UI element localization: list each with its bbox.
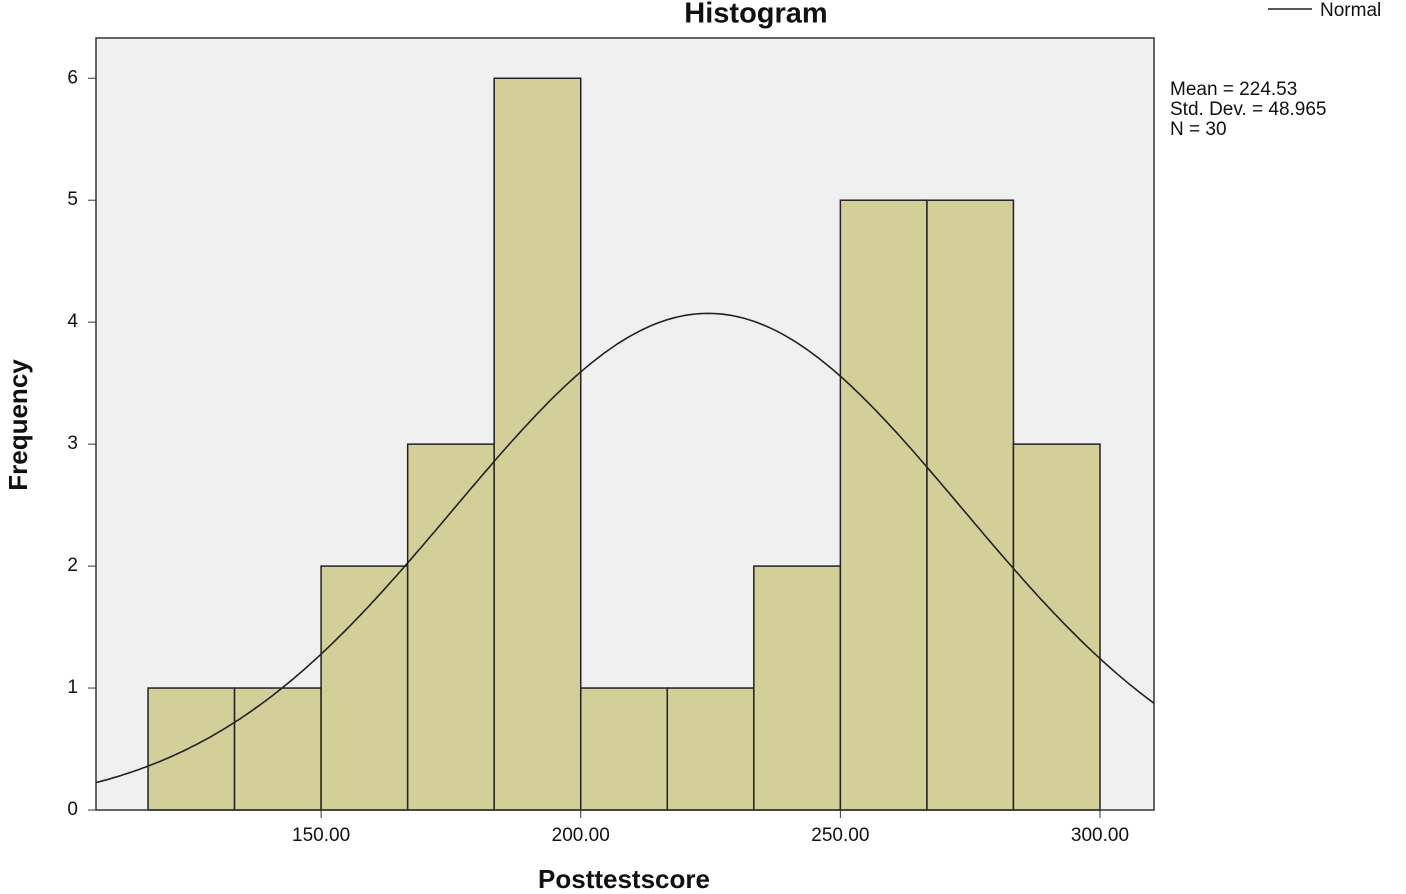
y-tick-label: 4 [67, 311, 78, 332]
y-tick-label: 6 [67, 67, 78, 88]
bar [493, 77, 582, 811]
legend-label: Normal [1320, 0, 1381, 21]
y-tick-label: 0 [67, 799, 78, 820]
y-tick-label: 2 [67, 555, 78, 576]
bar [666, 687, 755, 811]
plot-frame [95, 37, 1155, 811]
stats-label: N = 30 [1170, 119, 1227, 140]
bar [579, 687, 669, 811]
y-tick-label: 1 [67, 677, 78, 698]
normal-curve [95, 312, 1155, 784]
stats-label: Std. Dev. = 48.965 [1170, 99, 1327, 120]
x-tick-label: 150.00 [292, 825, 350, 846]
x-tick-label: 250.00 [811, 825, 869, 846]
stats-label: Mean = 224.53 [1170, 79, 1297, 100]
bar [406, 443, 495, 811]
x-tick-label: 200.00 [552, 825, 610, 846]
bar [1012, 443, 1101, 811]
y-axis-title: Frequency [3, 359, 33, 491]
y-tick-label: 5 [67, 189, 78, 210]
bar [926, 199, 1015, 811]
bar [147, 687, 236, 811]
x-tick-label: 300.00 [1071, 825, 1129, 846]
y-tick-label: 3 [67, 433, 78, 454]
x-axis-title: Posttestscore [538, 864, 710, 894]
bar [753, 565, 842, 811]
chart-title: Histogram [684, 0, 827, 30]
bar [233, 687, 322, 811]
bar [320, 565, 409, 811]
bar [839, 199, 928, 811]
